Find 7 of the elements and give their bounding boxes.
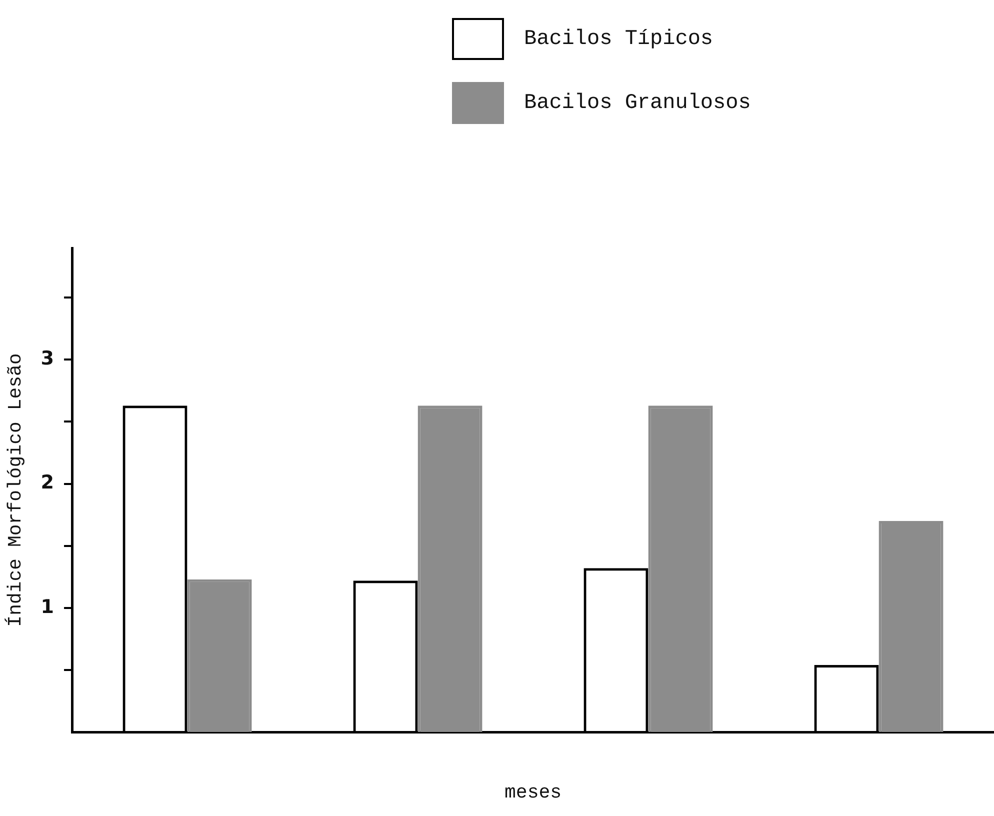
y-axis-title: Índice Morfológico Lesão <box>4 353 26 627</box>
y-tick-label: 1 <box>40 596 54 618</box>
y-tick-label: 3 <box>40 348 54 370</box>
legend-label: Bacilos Típicos <box>524 28 714 50</box>
x-axis-title: meses <box>504 782 562 804</box>
legend-label: Bacilos Granulosos <box>524 92 751 114</box>
y-tick-label: 2 <box>40 472 54 494</box>
